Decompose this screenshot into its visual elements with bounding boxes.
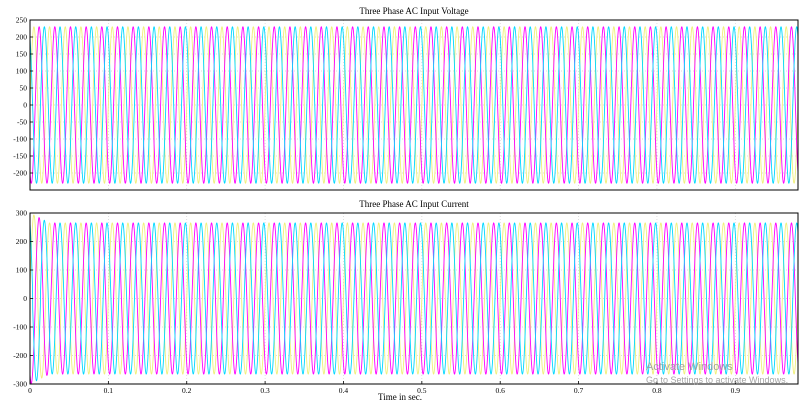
current-y-tick-label: 300 [16, 209, 28, 218]
activate-windows-watermark-subtitle: Go to Settings to activate Windows. [646, 375, 789, 385]
current-y-tick-label: 200 [16, 237, 28, 246]
current-x-ticks: 0 0.1 0.2 0.3 0.4 0.5 0.6 0.7 0.8 0.9 [28, 381, 740, 395]
voltage-y-tick-label: 250 [16, 16, 28, 25]
current-y-tick-label: -200 [13, 351, 27, 360]
voltage-y-tick-label: 200 [16, 33, 28, 42]
current-x-tick-label: 0.5 [417, 386, 427, 395]
current-y-tick-label: 100 [16, 266, 28, 275]
current-y-tick-label: -100 [13, 323, 27, 332]
voltage-traces [29, 26, 799, 184]
current-x-tick-label: 0.7 [574, 386, 584, 395]
voltage-chart: 250 200 150 100 50 0 -50 -100 -150 -200 Three Pha… [13, 6, 799, 191]
voltage-y-tick-label: -150 [13, 152, 27, 161]
current-y-ticks: 300 200 100 0 -100 -200 -300 [13, 209, 33, 389]
voltage-phase-c-trace [29, 26, 799, 184]
current-x-tick-label: 0.1 [104, 386, 114, 395]
current-phase-b-trace [29, 217, 799, 384]
voltage-y-tick-label: -50 [17, 118, 27, 127]
voltage-phase-a-trace [29, 26, 799, 184]
voltage-y-tick-label: 100 [16, 67, 28, 76]
voltage-phase-b-trace [29, 26, 799, 184]
current-x-tick-label: 0.4 [339, 386, 349, 395]
voltage-y-tick-label: 0 [23, 101, 27, 110]
voltage-y-tick-label: -200 [13, 169, 27, 178]
current-y-tick-label: 0 [23, 294, 27, 303]
current-phase-a-trace [29, 214, 799, 379]
current-x-tick-label: 0.8 [652, 386, 662, 395]
current-x-tick-label: 0.2 [182, 386, 192, 395]
current-x-tick-label: 0.6 [496, 386, 506, 395]
voltage-chart-title: Three Phase AC Input Voltage [359, 6, 468, 16]
current-traces [29, 214, 799, 384]
x-axis-label: Time in sec. [378, 392, 422, 402]
current-chart-title: Three Phase AC Input Current [359, 199, 469, 209]
voltage-y-tick-label: 50 [20, 84, 28, 93]
current-x-tick-label: 0.3 [260, 386, 270, 395]
activate-windows-watermark-title: Activate Windows [646, 361, 733, 373]
voltage-y-tick-label: 150 [16, 50, 28, 59]
voltage-y-tick-label: -100 [13, 135, 27, 144]
current-y-tick-label: -300 [13, 380, 27, 389]
voltage-y-ticks: 250 200 150 100 50 0 -50 -100 -150 -200 [13, 16, 33, 178]
current-x-tick-label: 0.9 [731, 386, 741, 395]
current-phase-c-trace [29, 219, 799, 382]
current-x-tick-label: 0 [28, 386, 32, 395]
